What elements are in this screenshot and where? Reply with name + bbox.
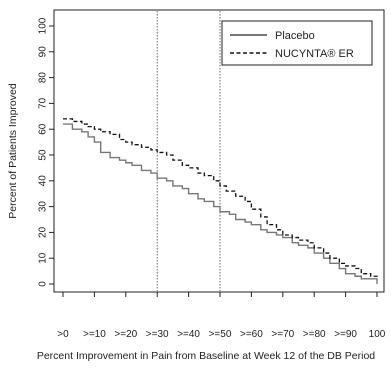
x-axis: >0 >=10 >=20 >=30 >=40 >=50 >=60 >=70 >=80 >=90 10… [57,292,386,340]
y-tick-label: 20 [38,226,49,238]
series-nucynta-er-line [63,118,378,279]
legend-label-placebo: Placebo [275,30,315,42]
y-axis: 0 10 20 30 40 50 60 70 80 90 100 [38,17,54,287]
plot-frame [53,9,385,293]
x-tick-label: >=60 [240,329,263,340]
y-tick-label: 60 [38,123,49,135]
legend-box [221,20,373,66]
y-tick-label: 90 [38,46,49,58]
x-tick-label: 100 [369,329,386,340]
x-axis-title: Percent Improvement in Pain from Baselin… [37,350,375,362]
x-tick-label: >=10 [83,329,106,340]
x-tick-label: >=70 [271,329,294,340]
x-tick-label: >=40 [177,329,200,340]
x-tick-label: >=80 [303,329,326,340]
series-placebo-line [63,123,378,284]
y-tick-label: 10 [38,252,49,264]
y-tick-label: 30 [38,201,49,213]
x-tick-label: >=30 [146,329,169,340]
legend: Placebo NUCYNTA® ER [221,20,373,66]
y-tick-label: 70 [38,97,49,109]
y-axis-title: Percent of Patients Improved [7,83,19,219]
x-tick-label: >0 [57,329,69,340]
legend-label-nucynta: NUCYNTA® ER [275,48,354,60]
y-tick-label: 40 [38,175,49,187]
y-tick-label: 80 [38,72,49,84]
y-tick-label: 0 [38,281,49,287]
y-tick-label: 50 [38,149,49,161]
reference-lines [156,11,221,291]
y-tick-label: 100 [38,17,49,34]
x-tick-label: >=90 [334,329,357,340]
x-tick-label: >=50 [209,329,232,340]
x-tick-label: >=20 [114,329,137,340]
series-lines [63,118,378,284]
